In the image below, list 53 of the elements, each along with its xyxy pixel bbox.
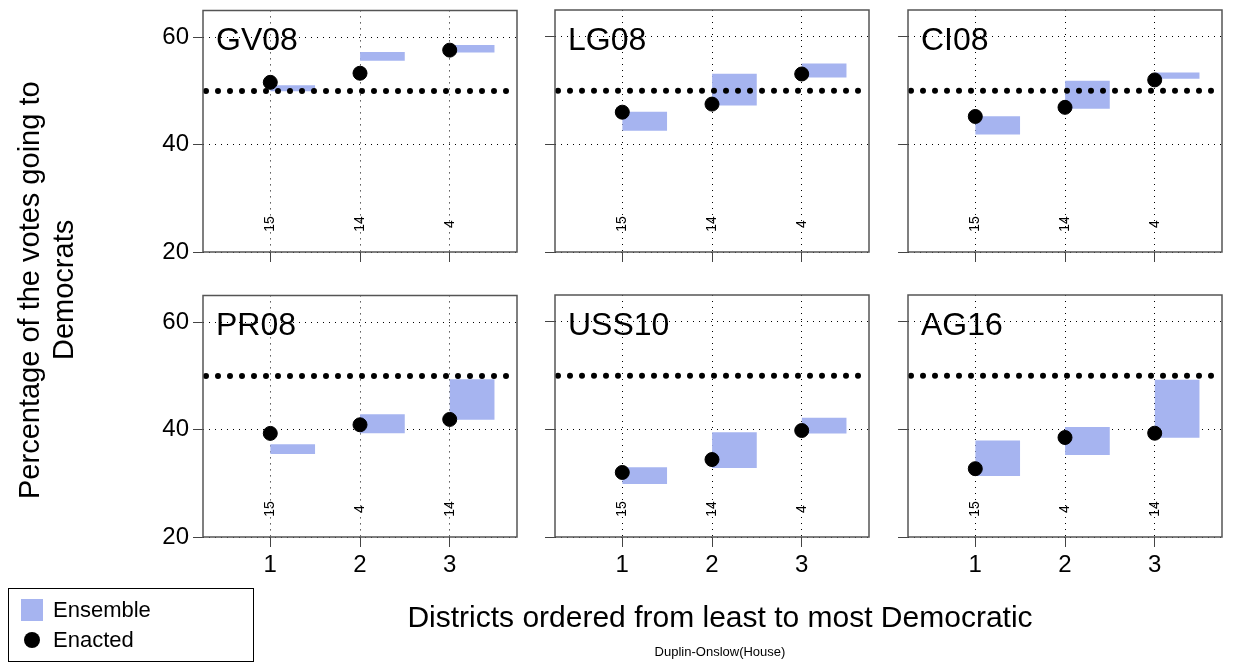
annotation: 15	[966, 216, 983, 232]
bar	[449, 379, 495, 420]
bar	[270, 444, 316, 455]
x-tick-label: 3	[1148, 550, 1162, 578]
annotation: 14	[440, 501, 457, 517]
chart-title: AG16	[921, 306, 1003, 342]
point	[262, 425, 278, 441]
annotation: 14	[1055, 216, 1072, 232]
chart-title: LG08	[568, 21, 647, 57]
y-tick-label: 40	[162, 129, 189, 157]
chart-title: PR08	[216, 306, 297, 343]
x-tick-label: 3	[443, 550, 457, 578]
point	[352, 65, 368, 81]
y-tick-label: 40	[162, 414, 189, 442]
point	[352, 417, 368, 433]
point	[262, 74, 278, 90]
x-axis-title: Districts ordered from least to most Democratic	[406, 600, 1034, 634]
x-tick-label: 2	[353, 550, 367, 578]
x-tick-label: 2	[1058, 550, 1072, 578]
annotation: 14	[702, 216, 719, 232]
annotation: 15	[261, 216, 278, 232]
y-tick-label: 60	[162, 306, 189, 334]
annotation: 14	[702, 501, 719, 517]
annotation: 14	[350, 216, 367, 232]
annotation: 4	[440, 219, 457, 228]
x-tick-label: 1	[615, 550, 629, 578]
annotation: 15	[613, 216, 630, 232]
y-tick-label: 20	[162, 521, 189, 549]
y-tick-label: 20	[162, 236, 189, 264]
annotation: 4	[792, 504, 809, 513]
chart-title: CI08	[921, 21, 989, 57]
annotation: 15	[966, 501, 983, 517]
x-tick-label: 1	[968, 550, 982, 578]
point	[442, 42, 458, 58]
legend-label: Ensemble	[53, 597, 151, 623]
annotation: 4	[1145, 219, 1162, 228]
text: Duplin-Onslow(House)	[653, 644, 787, 659]
x-tick-label: 2	[705, 550, 719, 578]
annotation: 4	[792, 219, 809, 228]
chart-title: GV08	[216, 21, 298, 58]
x-tick-label: 3	[795, 550, 809, 578]
y-tick-label: 60	[162, 21, 189, 49]
y-axis-title: Percentage of the votes going to Democrats	[12, 80, 80, 501]
annotation: 14	[1145, 501, 1162, 517]
bar	[360, 414, 405, 434]
legend-label: Enacted	[53, 627, 134, 653]
point	[442, 411, 458, 427]
annotation: 15	[261, 501, 278, 517]
x-tick-label: 1	[263, 550, 277, 578]
annotation: 4	[350, 504, 367, 513]
annotation: 4	[1055, 504, 1072, 513]
chart-title: USS10	[568, 306, 670, 342]
annotation: 15	[613, 501, 630, 517]
